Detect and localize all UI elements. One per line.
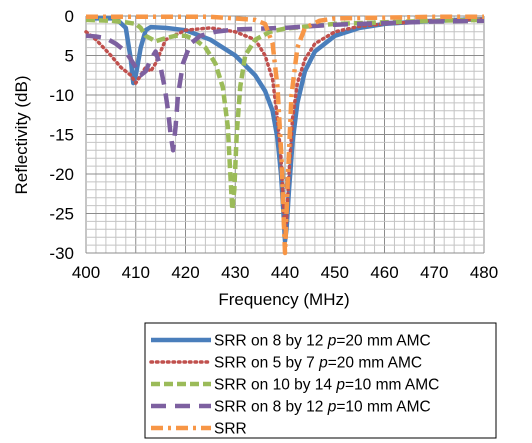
legend-entry-4: SRR on 8 by 12 p=10 mm AMC <box>214 399 431 416</box>
x-tick-label: 430 <box>221 263 249 282</box>
x-tick-label: 460 <box>370 263 398 282</box>
legend-entry-5: SRR <box>214 421 247 438</box>
y-tick-label: -25 <box>49 205 74 224</box>
tick-labels: 400 410 420 430 440 450 460 470 480 0 5 -10 -15 -20 -2… <box>49 7 498 282</box>
x-tick-label: 410 <box>122 263 150 282</box>
x-tick-label: 400 <box>72 263 100 282</box>
y-tick-label: -30 <box>49 244 74 263</box>
y-tick-label: -10 <box>49 86 74 105</box>
x-axis-label: Frequency (MHz) <box>218 290 349 309</box>
y-tick-label: 0 <box>65 7 74 26</box>
legend-entry-3: SRR on 10 by 14 p=10 mm AMC <box>214 377 439 394</box>
series-line-5 <box>86 14 484 256</box>
x-tick-label: 480 <box>470 263 498 282</box>
series-line-4 <box>85 18 485 153</box>
legend-entry-2: SRR on 5 by 7 p=20 mm AMC <box>214 355 422 372</box>
x-tick-label: 450 <box>321 263 349 282</box>
y-axis-label: Reflectivity (dB) <box>12 75 31 194</box>
y-tick-label: -20 <box>49 165 74 184</box>
x-tick-label: 420 <box>171 263 199 282</box>
legend: SRR on 8 by 12 p=20 mm AMC SRR on 5 by 7 … <box>144 322 497 439</box>
y-tick-label: 5 <box>65 47 74 66</box>
y-tick-label: -15 <box>49 126 74 145</box>
x-tick-label: 440 <box>271 263 299 282</box>
legend-entry-1: SRR on 8 by 12 p=20 mm AMC <box>214 333 431 350</box>
x-tick-label: 470 <box>420 263 448 282</box>
series-layer <box>84 14 486 256</box>
series-line-2 <box>84 17 486 236</box>
